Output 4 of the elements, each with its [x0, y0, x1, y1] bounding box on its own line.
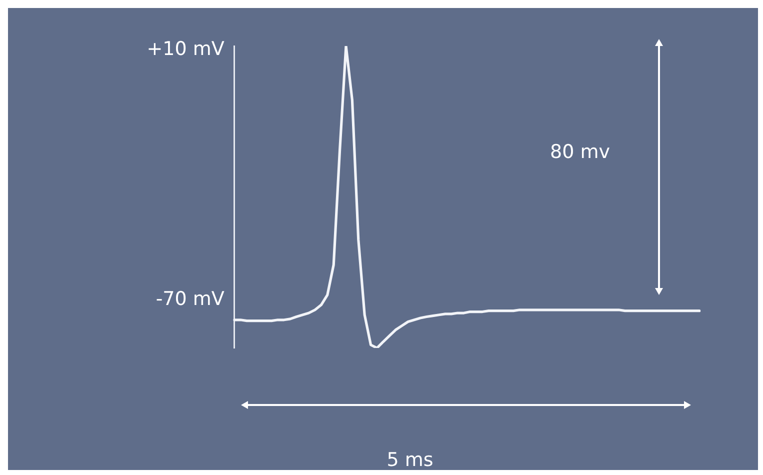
text: 5 ms: [386, 449, 434, 471]
y-tick-label: +10 mV: [146, 38, 224, 60]
annotation: 80 mv: [550, 141, 610, 163]
y-tick-label: -70 mV: [156, 288, 224, 310]
